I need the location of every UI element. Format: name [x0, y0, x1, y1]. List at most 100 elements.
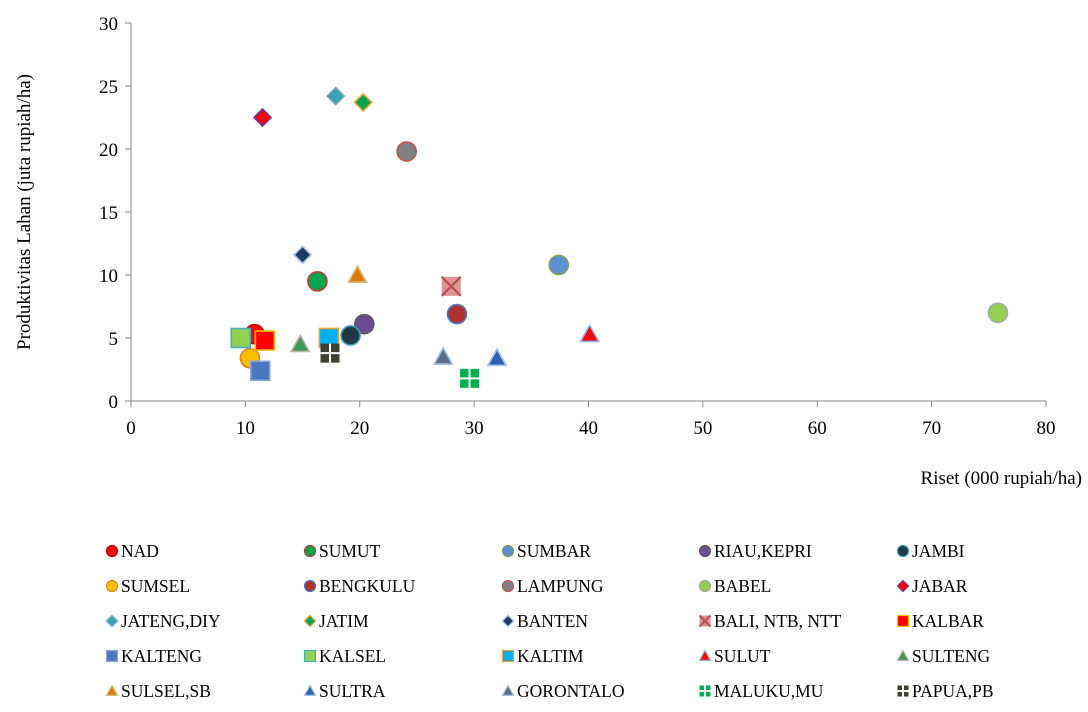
data-point-24: [320, 343, 340, 363]
data-point-21: [486, 347, 508, 367]
legend-item: KALTIM: [501, 646, 584, 666]
data-point-4: [340, 325, 361, 346]
legend-label: KALTENG: [121, 646, 202, 666]
legend-label: BENGKULU: [319, 576, 416, 596]
data-point-22: [432, 346, 454, 365]
legend-label: SUMBAR: [517, 541, 591, 561]
data-point-12: [292, 245, 313, 265]
legend-label: KALSEL: [319, 646, 386, 666]
legend-item: RIAU,KEPRI: [698, 541, 812, 561]
x-tick-label: 10: [236, 418, 255, 439]
data-point-2: [548, 254, 570, 276]
x-axis-label: Riset (000 rupiah/ha): [921, 468, 1082, 489]
axes: [125, 22, 1047, 407]
tick-labels: 0 5 10 15 20 25 30 0 10 20 30 40 50 60 70 80: [99, 14, 1056, 439]
legend-marker-23: [699, 685, 711, 697]
data-point-3: [354, 313, 375, 335]
legend-label: NAD: [121, 541, 159, 561]
legend-label: BANTEN: [517, 611, 588, 631]
data-point-11: [353, 92, 373, 113]
legend-marker-16: [303, 649, 317, 663]
y-tick-label: 25: [99, 77, 118, 98]
legend-label: GORONTALO: [517, 681, 624, 701]
legend-label: SULUT: [714, 646, 771, 666]
y-tick-label: 10: [99, 266, 118, 287]
legend-item: NAD: [105, 541, 159, 561]
legend-marker-13: [698, 614, 712, 628]
legend-marker-2: [501, 544, 515, 558]
legend-marker-17: [501, 649, 515, 663]
legend-label: KALBAR: [912, 611, 984, 631]
legend-marker-10: [105, 614, 119, 628]
legend-label: MALUKU,MU: [714, 681, 824, 701]
legend-marker-12: [501, 614, 515, 628]
legend-label: PAPUA,PB: [912, 681, 994, 701]
legend-item: BANTEN: [501, 611, 588, 631]
data-point-7: [396, 141, 417, 162]
legend-marker-11: [303, 614, 317, 628]
data-point-10: [326, 86, 346, 106]
legend-item: BENGKULU: [303, 576, 416, 596]
legend-label: SUMUT: [319, 541, 381, 561]
legend-marker-4: [896, 544, 910, 558]
legend-label: SUMSEL: [121, 576, 190, 596]
legend-item: JATENG,DIY: [105, 611, 221, 631]
legend-item: SULUT: [698, 646, 771, 666]
legend-marker-15: [105, 649, 119, 663]
legend-item: JAMBI: [896, 541, 965, 561]
legend-marker-0: [105, 544, 119, 558]
legend-item: SUMUT: [303, 541, 381, 561]
legend-label: JATENG,DIY: [121, 611, 221, 631]
legend-label: SULSEL,SB: [121, 681, 211, 701]
legend-marker-19: [896, 649, 910, 662]
legend-item: SULTRA: [303, 681, 386, 701]
y-tick-label: 5: [109, 329, 119, 350]
legend-label: JABAR: [912, 576, 968, 596]
legend-label: JAMBI: [912, 541, 965, 561]
legend-label: LAMPUNG: [517, 576, 604, 596]
data-point-1: [307, 270, 328, 292]
x-tick-label: 80: [1037, 418, 1056, 439]
legend-label: SULTENG: [912, 646, 990, 666]
legend-item: JABAR: [896, 576, 968, 596]
y-tick-label: 30: [99, 14, 118, 35]
legend-label: JATIM: [319, 611, 369, 631]
legend-label: BABEL: [714, 576, 771, 596]
x-tick-label: 20: [350, 418, 369, 439]
data-point-15: [249, 360, 271, 382]
legend: NAD SUMUT SUMBAR RIAU,KEPRI JAMBI SUMSEL BENGK…: [105, 541, 994, 701]
data-point-18: [579, 323, 601, 343]
data-point-9: [252, 107, 273, 128]
legend-label: SULTRA: [319, 681, 386, 701]
legend-marker-8: [698, 579, 712, 593]
legend-item: SUMSEL: [105, 576, 190, 596]
legend-item: LAMPUNG: [501, 576, 604, 596]
legend-marker-3: [698, 544, 712, 558]
legend-item: BALI, NTB, NTT: [698, 611, 842, 631]
legend-item: BABEL: [698, 576, 771, 596]
legend-marker-20: [105, 684, 119, 697]
data-point-20: [347, 264, 368, 284]
legend-marker-7: [501, 579, 515, 593]
data-point-6: [446, 303, 468, 325]
data-point-23: [460, 368, 480, 388]
legend-item: KALTENG: [105, 646, 202, 666]
legend-label: RIAU,KEPRI: [714, 541, 812, 561]
legend-item: SUMBAR: [501, 541, 591, 561]
legend-item: PAPUA,PB: [897, 681, 994, 701]
x-tick-label: 50: [693, 418, 712, 439]
x-tick-label: 30: [465, 418, 484, 439]
legend-label: KALTIM: [517, 646, 584, 666]
legend-marker-6: [303, 579, 317, 593]
legend-item: JATIM: [303, 611, 369, 631]
legend-item: GORONTALO: [501, 681, 624, 701]
data-points: [230, 86, 1009, 388]
legend-marker-24: [897, 685, 909, 697]
legend-label: BALI, NTB, NTT: [714, 611, 842, 631]
y-axis-label: Produktivitas Lahan (juta rupiah/ha): [14, 74, 35, 350]
legend-item: KALSEL: [303, 646, 386, 666]
legend-marker-18: [698, 649, 712, 662]
legend-marker-9: [896, 579, 910, 593]
x-tick-label: 0: [126, 418, 136, 439]
